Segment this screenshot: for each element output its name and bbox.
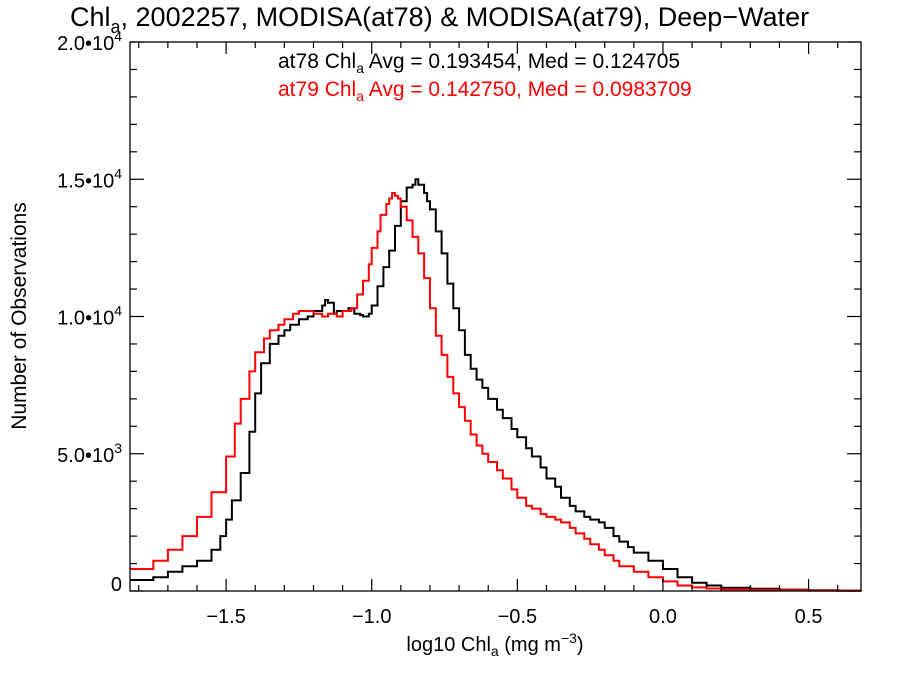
y-tick-label: 1.5•104: [57, 165, 122, 192]
series-line-1: [130, 192, 862, 592]
chart-title: Chla, 2002257, MODISA(at78) & MODISA(at7…: [70, 2, 809, 37]
x-tick-label: 0.5: [795, 606, 823, 628]
series-group: [130, 178, 862, 592]
x-axis-label: log10 Chla (mg m−3): [406, 630, 583, 659]
y-tick-label: 1.0•104: [57, 303, 122, 330]
y-axis-label: Number of Observations: [8, 202, 31, 430]
annotation-at78: at78 Chla Avg = 0.193454, Med = 0.124705: [278, 50, 680, 76]
x-tick-label: 0.0: [649, 606, 677, 628]
plot-frame: [129, 41, 862, 592]
y-tick-label: 0: [111, 574, 122, 596]
y-tick-label: 5.0•103: [57, 440, 122, 467]
plot-area: −1.5 −1.0 −0.5 0.0 0.5 0 5.0•103 1.0•104 1.5•104…: [57, 28, 862, 628]
x-tick-label: −1.5: [206, 606, 245, 628]
ticks-group: −1.5 −1.0 −0.5 0.0 0.5 0 5.0•103 1.0•104 1.5•104…: [57, 28, 861, 628]
x-tick-label: −1.0: [352, 606, 391, 628]
x-tick-label: −0.5: [498, 606, 537, 628]
annotation-at79: at79 Chla Avg = 0.142750, Med = 0.098370…: [278, 78, 692, 104]
y-tick-label: 2.0•104: [57, 28, 122, 55]
annotations-group: at78 Chla Avg = 0.193454, Med = 0.124705…: [278, 50, 692, 104]
series-line-0: [130, 178, 862, 592]
